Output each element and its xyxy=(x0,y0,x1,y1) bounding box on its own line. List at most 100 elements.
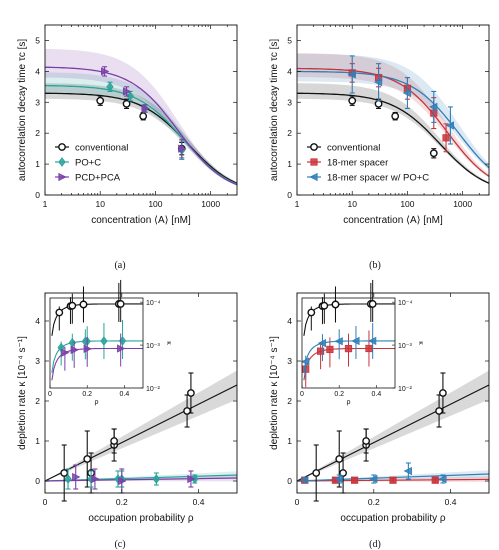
y-tick-label: 0 xyxy=(287,190,292,200)
x-tick-label: 0 xyxy=(295,497,300,507)
confidence-band xyxy=(297,53,489,170)
inset-data-point xyxy=(368,300,377,308)
y-tick-label: 4 xyxy=(287,316,292,326)
data-point xyxy=(347,70,356,79)
data-point xyxy=(187,389,195,397)
y-tick-label: 4 xyxy=(35,66,40,76)
fit-curve xyxy=(45,92,238,184)
legend-label: PO+C xyxy=(75,158,101,169)
x-tick-label: 100 xyxy=(400,199,414,209)
inset-x-tick-label: 0.2 xyxy=(334,391,344,398)
y-tick-label: 4 xyxy=(35,316,40,326)
inset-x-tick-label: 0 xyxy=(48,391,52,398)
legend-marker xyxy=(58,157,66,167)
inset-y-tick-label: 10⁻³ xyxy=(398,343,412,350)
data-point xyxy=(312,469,321,477)
data-point xyxy=(334,474,343,484)
y-tick-label: 3 xyxy=(287,97,292,107)
inset-background xyxy=(50,298,143,388)
y-tick-label: 1 xyxy=(35,436,40,446)
legend-label: conventional xyxy=(327,143,380,154)
data-point xyxy=(348,96,357,105)
data-point xyxy=(96,96,105,105)
data-point xyxy=(299,475,309,484)
data-point xyxy=(373,78,383,87)
y-tick-label: 1 xyxy=(35,159,40,169)
data-point xyxy=(429,149,438,158)
x-tick-label: 1 xyxy=(295,199,300,209)
inset-data-point xyxy=(351,336,360,346)
y-tick-label: 1 xyxy=(287,159,292,169)
y-tick-label: 2 xyxy=(287,128,292,138)
y-axis-label: autocorrelation decay time τc [s] xyxy=(269,39,280,182)
inset-x-tick-label: 0.4 xyxy=(372,391,382,398)
data-point xyxy=(64,474,72,484)
legend-marker xyxy=(310,143,318,151)
inset: 0 0.2 0.4 10⁻⁴ 10⁻³ 10⁻² ρ κ xyxy=(48,279,172,406)
inset-data-point xyxy=(344,345,353,353)
panel-caption: (b) xyxy=(369,260,381,271)
inset-data-point xyxy=(100,336,108,346)
legend-label: 18-mer spacer w/ PO+C xyxy=(327,173,429,184)
data-point xyxy=(141,104,150,113)
legend-label: PCD+PCA xyxy=(75,173,121,184)
x-tick-label: 0.2 xyxy=(116,497,128,507)
data-point xyxy=(429,102,438,112)
legend-marker xyxy=(310,158,318,166)
data-point xyxy=(391,112,400,121)
inset-fit-curve xyxy=(51,340,143,373)
data-point xyxy=(362,437,371,445)
inset-x-tick-label: 0.4 xyxy=(120,391,130,398)
y-tick-label: 3 xyxy=(287,356,292,366)
data-point xyxy=(139,112,148,121)
panel-caption: (c) xyxy=(114,539,125,550)
data-point xyxy=(178,144,187,153)
legend-marker xyxy=(58,143,66,151)
y-tick-label: 2 xyxy=(35,396,40,406)
plot-frame xyxy=(296,24,490,196)
inset-y-tick-label: 10⁻² xyxy=(146,386,160,393)
x-tick-label: 0.2 xyxy=(368,497,380,507)
inset-y-axis-label: κ xyxy=(165,341,172,345)
data-point xyxy=(91,474,100,484)
y-axis-label: depletion rate κ [10⁻⁴ s⁻¹] xyxy=(17,336,28,450)
inset-x-tick-label: 0 xyxy=(300,391,304,398)
y-tick-label: 0 xyxy=(35,476,40,486)
inset-data-point xyxy=(79,300,88,309)
inset-data-point xyxy=(331,300,340,309)
data-point xyxy=(442,134,450,142)
legend-marker xyxy=(58,172,67,182)
plot-frame xyxy=(44,24,238,196)
plot-frame xyxy=(44,292,238,494)
data-point xyxy=(118,476,127,486)
inset-data-point xyxy=(317,338,327,348)
x-tick-label: 1000 xyxy=(453,199,472,209)
y-tick-label: 3 xyxy=(35,97,40,107)
confidence-band xyxy=(297,370,489,481)
data-point xyxy=(374,99,383,108)
x-tick-label: 100 xyxy=(148,199,162,209)
fit-curve xyxy=(297,70,490,169)
panel-caption: (a) xyxy=(114,260,125,271)
y-tick-label: 0 xyxy=(35,190,40,200)
x-tick-label: 1000 xyxy=(201,199,220,209)
inset-data-point xyxy=(117,344,126,353)
inset-y-tick-label: 10⁻³ xyxy=(146,343,160,350)
y-tick-label: 1 xyxy=(287,436,292,446)
data-point xyxy=(83,455,92,463)
inset-x-axis-label: ρ xyxy=(95,399,99,406)
data-point xyxy=(389,476,397,484)
plot-frame xyxy=(296,292,490,494)
x-tick-label: 10 xyxy=(95,199,105,209)
data-point xyxy=(402,88,412,98)
data-point xyxy=(122,99,131,108)
inset-data-point xyxy=(316,347,325,355)
inset-x-tick-label: 0.2 xyxy=(82,391,92,398)
inset-data-point xyxy=(83,344,92,353)
data-point xyxy=(438,474,447,484)
x-tick-label: 0 xyxy=(43,497,48,507)
fit-line xyxy=(296,384,490,482)
